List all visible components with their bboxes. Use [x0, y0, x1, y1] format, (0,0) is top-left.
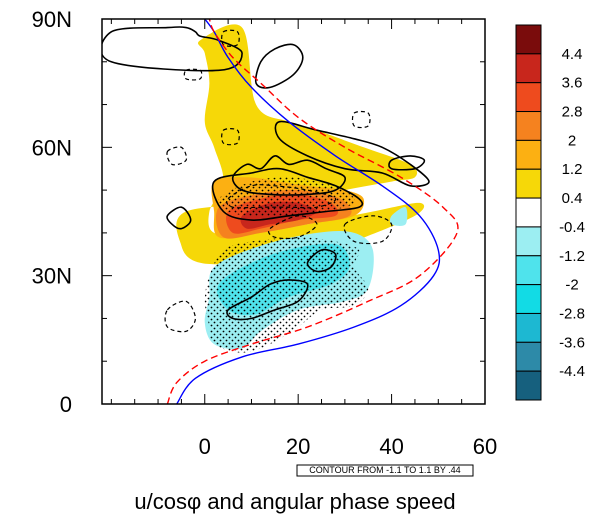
- colorbar-box: [515, 53, 542, 84]
- colorbar-label: 0.4: [562, 190, 583, 207]
- positive-contour-3: [211, 167, 364, 221]
- x-tick-label: 0: [199, 434, 211, 459]
- x-tick-label: 40: [379, 434, 403, 459]
- phase-speed-curves: [166, 19, 459, 404]
- colorbar-box: [515, 197, 542, 228]
- filled-region-0: [176, 24, 425, 265]
- y-tick-label: 90N: [32, 7, 72, 32]
- contour-lines: [102, 26, 430, 333]
- colorbar-label: 4.4: [562, 46, 583, 63]
- positive-contour-5: [166, 206, 192, 230]
- filled-region-7: [389, 207, 408, 226]
- colorbar-label: -4.4: [559, 363, 585, 380]
- colorbar-box: [515, 24, 542, 55]
- stipple-region-0: [204, 237, 369, 353]
- colorbar-label: 2.8: [562, 104, 583, 121]
- contour-info-box: CONTOUR FROM -1.1 TO 1.1 BY .44: [296, 464, 474, 477]
- colorbar-box: [515, 284, 542, 314]
- colorbar-label: -2: [565, 277, 578, 294]
- negative-contour-6: [351, 110, 371, 129]
- x-tick-label: 60: [473, 434, 497, 459]
- y-tick-label: 0: [60, 392, 72, 417]
- colorbar-box: [515, 139, 542, 170]
- colorbar-box: [515, 370, 542, 401]
- colorbar-box: [515, 111, 542, 141]
- red-dashed-curve: [166, 19, 459, 404]
- negative-contour-5: [221, 128, 240, 146]
- contour-info-border: [296, 464, 474, 477]
- plot-frame: [101, 18, 486, 405]
- colorbar: 4.4 3.6 2.8 2 1.2 0.4 -0.4 -1.2 -2 -2.8 -3.6 -4.4: [515, 24, 585, 401]
- colorbar-label: 1.2: [562, 161, 583, 178]
- positive-contour-1: [254, 43, 304, 89]
- colorbar-label: -2.8: [559, 305, 585, 322]
- negative-contour-1: [267, 215, 318, 240]
- y-tick-label: 30N: [32, 264, 72, 289]
- positive-contour-4: [231, 155, 346, 196]
- negative-contour-2: [343, 215, 393, 245]
- axes: 0 20 40 60 0 30N 60N 90N: [32, 7, 498, 459]
- plot-border: [101, 18, 486, 405]
- colorbar-box: [515, 168, 542, 199]
- colorbar-box: [515, 82, 542, 113]
- positive-contour-0: [102, 26, 243, 72]
- colorbar-box: [515, 226, 542, 257]
- positive-contour-7: [306, 248, 337, 273]
- colorbar-label: -0.4: [559, 219, 585, 236]
- y-tick-label: 60N: [32, 135, 72, 160]
- colorbar-box: [515, 341, 542, 372]
- negative-contour-8: [221, 29, 240, 47]
- x-tick-label: 20: [286, 434, 310, 459]
- contour-info-label: CONTOUR FROM -1.1 TO 1.1 BY .44: [309, 465, 460, 475]
- colorbar-label: -1.2: [559, 248, 585, 265]
- plot-area: [102, 19, 459, 404]
- colorbar-label: 3.6: [562, 75, 583, 92]
- negative-contour-4: [166, 146, 188, 166]
- negative-contour-0: [226, 184, 337, 209]
- positive-contour-8: [226, 279, 309, 321]
- colorbar-label: -3.6: [559, 334, 585, 351]
- negative-contour-7: [183, 68, 203, 81]
- significance-stippling: [204, 177, 369, 353]
- colorbar-box: [515, 312, 542, 343]
- negative-contour-3: [164, 300, 197, 333]
- blue-solid-curve: [176, 19, 441, 404]
- colorbar-box: [515, 255, 542, 286]
- colorbar-label: 2: [568, 132, 576, 149]
- stipple-region-1: [217, 177, 356, 217]
- x-axis-label: u/cosφ and angular phase speed: [134, 489, 455, 514]
- positive-contour-2: [274, 120, 430, 188]
- positive-contour-6: [388, 155, 426, 171]
